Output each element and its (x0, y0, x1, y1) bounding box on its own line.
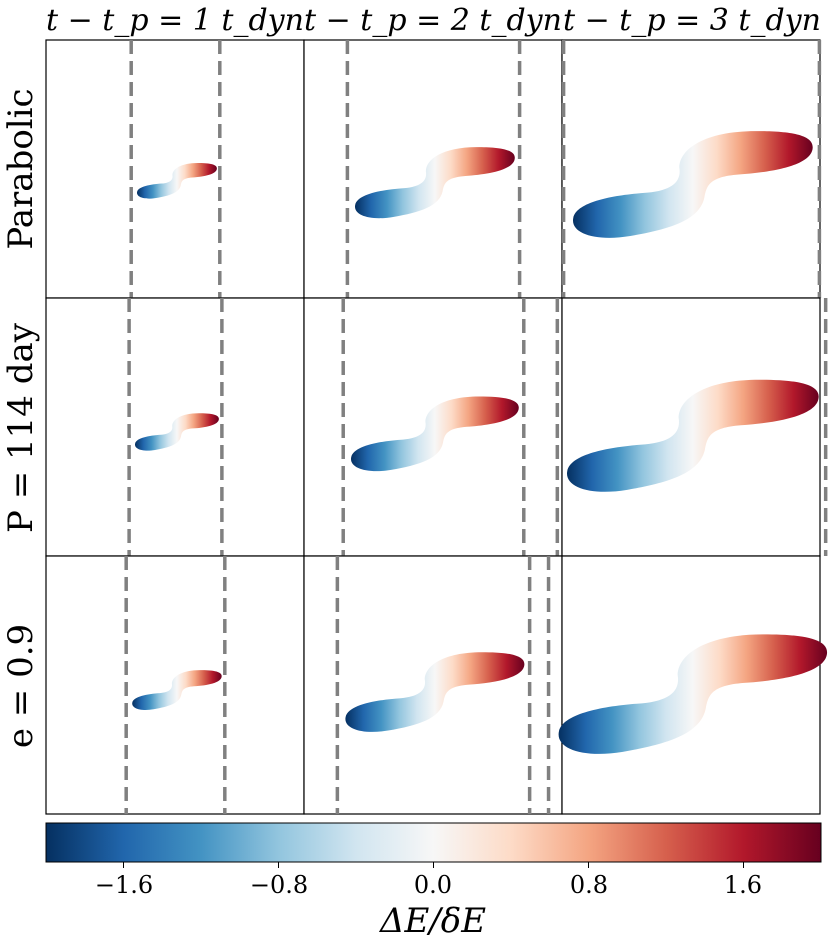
panel-frame (45, 39, 305, 299)
column-title-3: t − t_p = 3 t_dyn (563, 3, 821, 38)
panel-r1-c1 (45, 39, 305, 299)
colorbar-ticks (123, 862, 744, 868)
column-title-1: t − t_p = 1 t_dyn (46, 3, 304, 38)
debris-stream (134, 413, 219, 451)
panel-r2-c3 (555, 297, 828, 557)
debris-stream (558, 634, 828, 754)
panel-r2-c1 (45, 297, 305, 557)
panel-r1-c3 (561, 39, 822, 299)
debris-stream (350, 396, 519, 472)
panel-r2-c2 (303, 297, 563, 557)
debris-stream (566, 379, 819, 492)
row-label-2: P = 114 day (1, 322, 41, 533)
row-label-3: e = 0.9 (1, 624, 41, 748)
column-title-2: t − t_p = 2 t_dyn (304, 3, 562, 38)
colorbar (45, 822, 822, 863)
debris-stream (354, 147, 515, 219)
debris-stream (136, 163, 217, 199)
row-label-1: Parabolic (1, 88, 41, 249)
panel-r3-c3 (546, 555, 828, 815)
colorbar-label: ΔE/δE (378, 901, 486, 941)
colorbar-tick-label-5: 1.6 (724, 871, 762, 899)
panel-r3-c2 (303, 555, 563, 815)
panel-r3-c1 (45, 555, 305, 815)
debris-stream (132, 670, 222, 710)
colorbar-tick-label-1: −1.6 (95, 871, 153, 899)
colorbar-tick-label-4: 0.8 (570, 871, 608, 899)
panel-grid (45, 39, 828, 815)
debris-stream (572, 131, 813, 238)
debris-stream (345, 652, 525, 732)
colorbar-tick-label-2: −0.8 (250, 871, 308, 899)
panel-r1-c2 (303, 39, 563, 299)
colorbar-tick-label-3: 0.0 (414, 871, 452, 899)
